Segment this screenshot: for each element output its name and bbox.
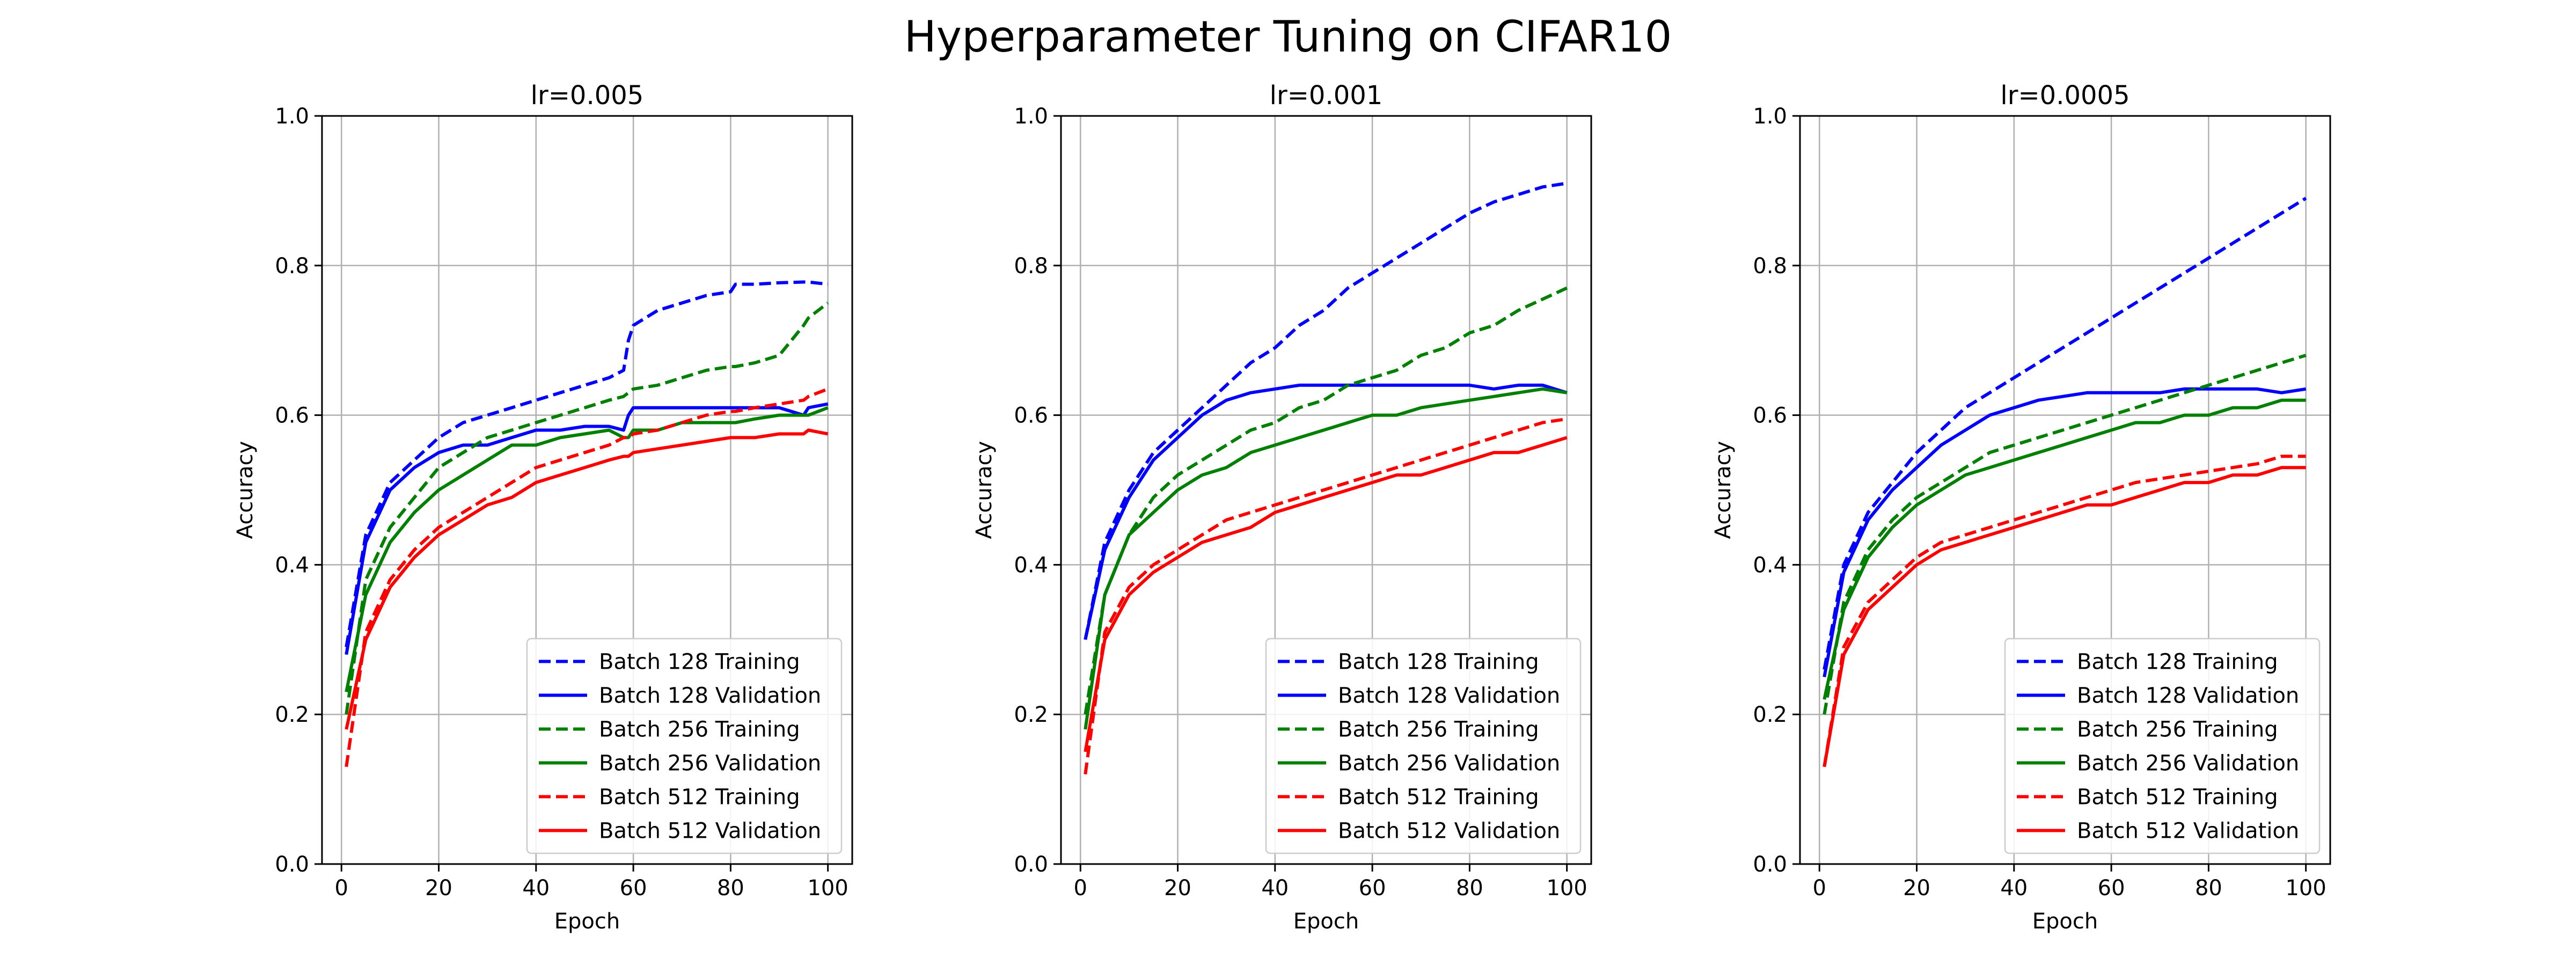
y-tick-label: 1.0 [275,104,309,129]
legend-label: Batch 256 Validation [1338,751,1560,776]
series-lines [1823,196,2307,767]
series-line-2 [1084,383,1568,640]
y-tick-label: 0.2 [1753,702,1787,727]
y-tick-label: 0.8 [1014,254,1048,279]
subplot-title: lr=0.005 [531,80,644,111]
x-tick-label: 60 [2098,876,2125,901]
axes-frame [321,115,853,865]
series-line-2 [1823,387,2307,678]
subplot-title: lr=0.0005 [2000,80,2129,111]
series-line-3 [1084,286,1568,715]
y-tick-label: 0.8 [275,254,309,279]
legend-label: Batch 512 Training [2077,785,2278,810]
axes-frame [1799,115,2331,865]
y-tick-label: 0.8 [1753,254,1787,279]
series-lines [1084,181,1568,775]
x-tick-label: 100 [807,876,848,901]
legend: Batch 128 Training Batch 128 Validation Ba… [526,638,843,854]
y-tick-label: 0.0 [1753,852,1787,877]
series-lines [345,280,829,767]
y-tick-label: 0.0 [1014,852,1048,877]
legend-label: Batch 256 Training [599,718,800,742]
y-tick-label: 1.0 [1753,104,1787,129]
x-tick-label: 40 [2000,876,2028,901]
legend-label: Batch 256 Validation [599,751,821,776]
axes-frame [1060,115,1592,865]
legend-label: Batch 128 Validation [599,684,821,708]
series-line-5 [345,387,829,767]
subplot-1: 0 20 40 60 80 100 0.0 0.2 0.4 0.6 0.8 1.0 lr=0.005 Ep… [233,80,853,934]
x-axis-label: Epoch [554,909,620,934]
x-tick-label: 60 [620,876,647,901]
subplots: 0 20 40 60 80 100 0.0 0.2 0.4 0.6 0.8 1.0 lr=0.005 Ep… [233,80,2331,934]
x-tick-label: 100 [1546,876,1587,901]
series-line-6 [1823,466,2306,767]
legend-label: Batch 512 Training [599,785,800,810]
x-tick-label: 40 [1261,876,1289,901]
legend-box [526,638,843,854]
subplot-3: 0 20 40 60 80 100 0.0 0.2 0.4 0.6 0.8 1.0 lr=0.0005 E… [1711,80,2331,934]
x-tick-label: 20 [1164,876,1191,901]
series-line-3 [1823,354,2307,715]
series-line-1 [1823,196,2307,670]
legend-label: Batch 256 Validation [2077,751,2299,776]
y-axis-label: Accuracy [233,441,258,539]
legend-label: Batch 256 Training [1338,718,1539,742]
legend-label: Batch 128 Validation [1338,684,1560,708]
x-tick-label: 20 [1903,876,1930,901]
y-axis-label: Accuracy [972,441,997,539]
y-tick-label: 1.0 [1014,104,1048,129]
series-line-5 [1823,455,2306,767]
subplot-2: 0 20 40 60 80 100 0.0 0.2 0.4 0.6 0.8 1.0 lr=0.001 Ep… [972,80,1592,934]
x-tick-label: 100 [2285,876,2326,901]
legend-box [1265,638,1582,854]
x-tick-label: 80 [2195,876,2222,901]
y-tick-label: 0.2 [1014,702,1048,727]
x-tick-label: 0 [1813,876,1826,901]
figure-title: Hyperparameter Tuning on CIFAR10 [904,12,1672,62]
legend-label: Batch 128 Validation [2077,684,2299,708]
x-tick-label: 80 [1456,876,1483,901]
subplot-title: lr=0.001 [1270,80,1383,111]
legend-label: Batch 128 Training [2077,650,2278,675]
legend-label: Batch 512 Validation [2077,819,2299,844]
y-tick-label: 0.6 [1014,404,1048,428]
series-line-3 [345,302,829,715]
x-tick-label: 0 [335,876,348,901]
legend: Batch 128 Training Batch 128 Validation Ba… [2004,638,2321,854]
y-tick-label: 0.2 [275,702,309,727]
legend-box [2004,638,2321,854]
y-tick-label: 0.6 [275,404,309,428]
y-tick-label: 0.4 [1014,553,1048,577]
legend-label: Batch 128 Training [599,650,800,675]
x-tick-label: 80 [717,876,744,901]
series-line-6 [345,428,829,730]
y-tick-label: 0.4 [275,553,309,577]
x-tick-label: 0 [1074,876,1087,901]
series-line-4 [1084,387,1568,730]
series-line-5 [1084,417,1568,775]
x-axis-label: Epoch [1293,909,1359,934]
legend-label: Batch 256 Training [2077,718,2278,742]
series-line-4 [1823,398,2306,700]
y-axis-label: Accuracy [1711,441,1736,539]
y-tick-label: 0.0 [275,852,309,877]
y-tick-label: 0.6 [1753,404,1787,428]
legend-label: Batch 512 Training [1338,785,1539,810]
x-tick-label: 20 [425,876,452,901]
series-line-1 [345,280,829,648]
series-line-6 [1084,436,1568,752]
legend-label: Batch 128 Training [1338,650,1539,675]
x-axis-label: Epoch [2032,909,2098,934]
series-line-1 [1084,181,1568,640]
y-tick-label: 0.4 [1753,553,1787,577]
x-tick-label: 40 [522,876,550,901]
legend-label: Batch 512 Validation [1338,819,1560,844]
legend-label: Batch 512 Validation [599,819,821,844]
x-tick-label: 60 [1359,876,1386,901]
legend: Batch 128 Training Batch 128 Validation Ba… [1265,638,1582,854]
